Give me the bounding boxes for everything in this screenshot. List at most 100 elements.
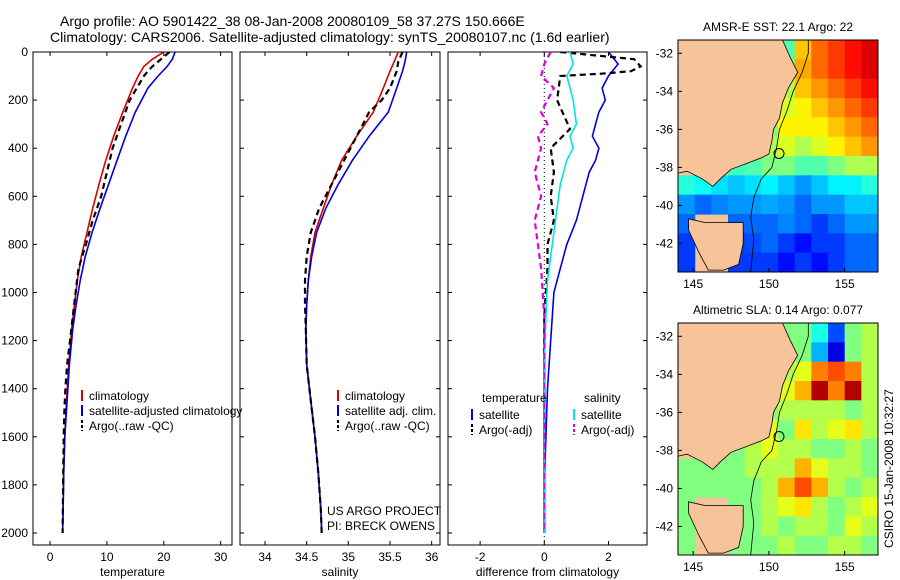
sst_map-cell: [861, 214, 878, 234]
difference-legend-group-title: temperature: [482, 391, 547, 405]
temperature-xtick-label: 20: [157, 550, 171, 564]
salinity-xtick-label: 36: [425, 550, 439, 564]
sst_map-cell: [794, 252, 812, 272]
sla_map-cell: [678, 458, 696, 479]
sla_map-cell: [861, 419, 878, 440]
sla_map-cell: [811, 419, 829, 440]
sst_map-cell: [761, 252, 779, 272]
sla_map-profile-marker: [773, 431, 785, 443]
sla_map-cell: [678, 535, 696, 555]
sla_map-cell: [811, 516, 829, 537]
sla_map-cell: [761, 439, 779, 459]
sst_map-ytick-label: -38: [656, 160, 674, 174]
salinity-axes-box: [239, 51, 441, 546]
sst_map-tasmania: [688, 218, 744, 271]
sla_map-cell: [828, 439, 846, 459]
salinity-legend-label: Argo(..raw -QC): [345, 419, 430, 433]
sla_map-xtick-label: 155: [835, 560, 855, 574]
sst_map-cell: [794, 156, 812, 176]
sla_map-cell: [778, 439, 796, 459]
sst_map-cell: [711, 194, 729, 215]
sst_map-xtick-label: 155: [835, 277, 855, 291]
difference-series-group: [533, 52, 643, 533]
sla_map-cell: [844, 400, 862, 421]
sst_map-cell: [761, 175, 779, 196]
sst_map-cell: [794, 136, 812, 157]
sla_map-cell: [861, 535, 878, 555]
sla_map-cell: [844, 361, 862, 382]
sst_map-cell: [861, 117, 878, 138]
temperature-xtick-label: 10: [100, 550, 114, 564]
sst_map-cell: [828, 117, 846, 138]
sla_map-xtick-label: 145: [683, 560, 703, 574]
sla_map-cell: [861, 477, 878, 498]
salinity-xtick-label: 35.5: [378, 550, 402, 564]
sst_map-cell: [778, 136, 796, 157]
sla_map-cell: [711, 477, 729, 498]
sla_map-cell: [794, 419, 812, 440]
sla_map-cell: [761, 516, 779, 537]
sst_map-cell: [861, 194, 878, 215]
sst_map-frame: [677, 39, 879, 273]
temperature-ytick-label: 800: [8, 237, 28, 251]
sst_map-cell: [778, 233, 796, 254]
sla_map-cell: [844, 516, 862, 537]
difference-series-blue: [543, 52, 620, 533]
sla_map-cell: [861, 323, 878, 343]
sst_map-cell: [811, 117, 829, 138]
sla-map-panel: Altimetric SLA: 0.14 Argo: 0.077 145 150 15…: [656, 303, 879, 574]
difference-axes-box: [447, 51, 648, 546]
sst_map-cell: [778, 194, 796, 215]
sst_map-cell: [844, 59, 862, 80]
salinity-xtick-label: 34: [258, 550, 272, 564]
sla_map-cell: [778, 458, 796, 479]
difference-xtick-label: 0: [541, 550, 548, 564]
sst_map-cell: [844, 40, 862, 60]
sst_map-cell: [861, 252, 878, 272]
sla_map-title: Altimetric SLA: 0.14 Argo: 0.077: [693, 303, 863, 317]
sst_map-mainland: [678, 40, 799, 187]
sla_map-image: [678, 323, 878, 555]
sst_map-cell: [794, 78, 812, 99]
sla_map-ytick-label: -36: [656, 405, 674, 419]
sst_map-cell: [678, 252, 696, 272]
sla_map-ytick-label: -38: [656, 443, 674, 457]
sla_map-cell: [828, 400, 846, 421]
sla_map-cell: [794, 439, 812, 459]
sst_map-cell: [811, 156, 829, 176]
sla_map-cell: [828, 535, 846, 555]
sla_map-ytick-label: -40: [656, 481, 674, 495]
sla_map-cell: [728, 458, 746, 479]
sla_map-cell: [778, 419, 796, 440]
sla_map-cell: [794, 497, 812, 517]
salinity-series-blue: [304, 52, 408, 534]
sla_map-ytick-label: -34: [656, 367, 674, 381]
sst_map-isobath: [750, 40, 809, 272]
sst_map-profile-marker: [773, 148, 785, 160]
sst_map-cell: [778, 252, 796, 272]
sst_map-cell: [844, 117, 862, 138]
sla_map-cell: [844, 419, 862, 440]
sla_map-cell: [794, 400, 812, 421]
side-timestamp: CSIRO 15-Jan-2008 10:32:27: [882, 389, 896, 548]
temperature-xlabel: temperature: [100, 565, 165, 579]
sla_map-xtick-label: 150: [759, 560, 779, 574]
sst_map-cell: [811, 214, 829, 234]
sla_map-isobath: [750, 323, 809, 555]
sla_map-cell: [861, 361, 878, 382]
temperature-ytick-label: 1000: [1, 285, 28, 299]
sla_map-cell: [744, 535, 762, 555]
sst_map-cell: [678, 194, 696, 215]
sst_map-cell: [811, 252, 829, 272]
sst_map-cell: [844, 78, 862, 99]
sst_map-cell: [828, 175, 846, 196]
sla_map-ytick-label: -42: [656, 519, 674, 533]
sla_map-cell: [794, 535, 812, 555]
sst_map-cell: [761, 233, 779, 254]
sst_map-cell: [861, 175, 878, 196]
sla_map-cell: [794, 477, 812, 498]
sst_map-ytick-label: -36: [656, 122, 674, 136]
sla_map-cell: [828, 342, 846, 363]
sst-map-panel: AMSR-E SST: 22.1 Argo: 22 145 150 155 -32 -34…: [656, 20, 879, 291]
sla_map-tasmania: [688, 501, 744, 554]
